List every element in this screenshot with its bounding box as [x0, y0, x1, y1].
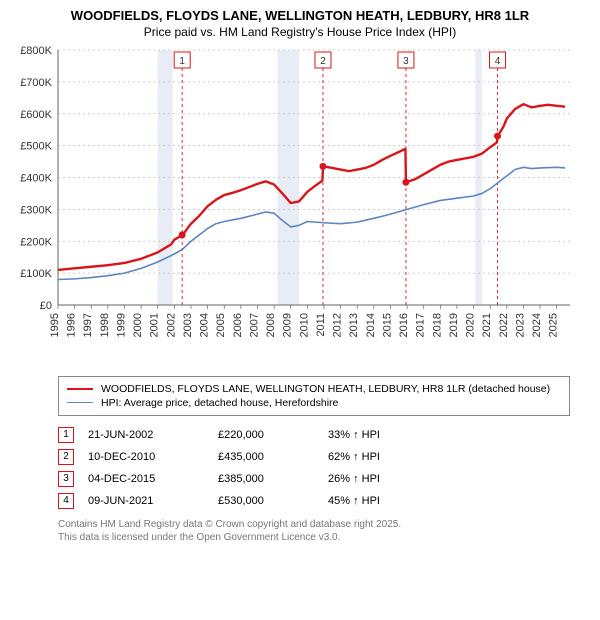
- footer-line2: This data is licensed under the Open Gov…: [58, 531, 570, 544]
- line-chart: £0 £100K £200K £300K £400K £500K £600K £700K £80…: [10, 45, 590, 370]
- svg-text:3: 3: [403, 56, 409, 67]
- svg-text:2025: 2025: [548, 313, 560, 337]
- svg-text:1999: 1999: [115, 313, 127, 337]
- legend-label: HPI: Average price, detached house, Here…: [101, 397, 338, 409]
- svg-text:1: 1: [179, 56, 185, 67]
- sale-row: 3 04-DEC-2015£385,00026% ↑ HPI: [58, 468, 394, 490]
- sale-price: £220,000: [218, 424, 328, 446]
- sale-price: £435,000: [218, 446, 328, 468]
- sale-vs-hpi: 33% ↑ HPI: [328, 424, 394, 446]
- svg-text:2: 2: [320, 56, 326, 67]
- sale-date: 21-JUN-2002: [88, 424, 218, 446]
- svg-text:1995: 1995: [49, 313, 61, 337]
- svg-text:2003: 2003: [182, 313, 194, 337]
- svg-text:2012: 2012: [332, 313, 344, 337]
- svg-text:2004: 2004: [199, 313, 211, 337]
- svg-text:£700K: £700K: [20, 77, 52, 89]
- svg-text:2014: 2014: [365, 313, 377, 337]
- sale-price: £530,000: [218, 490, 328, 512]
- svg-text:2023: 2023: [514, 313, 526, 337]
- footer-attribution: Contains HM Land Registry data © Crown c…: [58, 518, 570, 544]
- footer-line1: Contains HM Land Registry data © Crown c…: [58, 518, 570, 531]
- svg-text:1997: 1997: [82, 313, 94, 337]
- svg-text:£300K: £300K: [20, 204, 52, 216]
- sale-date: 09-JUN-2021: [88, 490, 218, 512]
- legend-swatch: [67, 402, 93, 403]
- svg-text:£100K: £100K: [20, 268, 52, 280]
- svg-text:2005: 2005: [215, 313, 227, 337]
- sale-vs-hpi: 45% ↑ HPI: [328, 490, 394, 512]
- sale-row: 4 09-JUN-2021£530,00045% ↑ HPI: [58, 490, 394, 512]
- svg-text:£400K: £400K: [20, 172, 52, 184]
- legend-box: WOODFIELDS, FLOYDS LANE, WELLINGTON HEAT…: [58, 376, 570, 416]
- svg-text:£500K: £500K: [20, 141, 52, 153]
- svg-text:£800K: £800K: [20, 45, 52, 57]
- svg-text:2015: 2015: [381, 313, 393, 337]
- sale-marker-box: 3: [58, 471, 74, 487]
- sale-date: 04-DEC-2015: [88, 468, 218, 490]
- sale-date: 10-DEC-2010: [88, 446, 218, 468]
- sale-vs-hpi: 62% ↑ HPI: [328, 446, 394, 468]
- svg-text:£200K: £200K: [20, 236, 52, 248]
- svg-text:2001: 2001: [149, 313, 161, 337]
- svg-text:2017: 2017: [415, 313, 427, 337]
- svg-text:£600K: £600K: [20, 109, 52, 121]
- sale-price: £385,000: [218, 468, 328, 490]
- sale-marker-box: 2: [58, 449, 74, 465]
- chart-title-line2: Price paid vs. HM Land Registry's House …: [10, 25, 590, 39]
- svg-text:2002: 2002: [165, 313, 177, 337]
- chart-title-line1: WOODFIELDS, FLOYDS LANE, WELLINGTON HEAT…: [10, 8, 590, 25]
- sale-vs-hpi: 26% ↑ HPI: [328, 468, 394, 490]
- svg-text:2008: 2008: [265, 313, 277, 337]
- svg-text:2019: 2019: [448, 313, 460, 337]
- sales-table: 1 21-JUN-2002£220,00033% ↑ HPI 2 10-DEC-201…: [58, 424, 570, 512]
- svg-text:2006: 2006: [232, 313, 244, 337]
- chart-svg: £0 £100K £200K £300K £400K £500K £600K £700K £80…: [10, 45, 590, 365]
- svg-text:2024: 2024: [531, 313, 543, 337]
- sale-marker-box: 1: [58, 427, 74, 443]
- svg-text:2010: 2010: [298, 313, 310, 337]
- sale-row: 2 10-DEC-2010£435,00062% ↑ HPI: [58, 446, 394, 468]
- svg-text:2000: 2000: [132, 313, 144, 337]
- svg-text:1996: 1996: [66, 313, 78, 337]
- sale-row: 1 21-JUN-2002£220,00033% ↑ HPI: [58, 424, 394, 446]
- svg-text:2021: 2021: [481, 313, 493, 337]
- legend-label: WOODFIELDS, FLOYDS LANE, WELLINGTON HEAT…: [101, 383, 550, 395]
- svg-text:2007: 2007: [248, 313, 260, 337]
- svg-text:2013: 2013: [348, 313, 360, 337]
- legend-swatch: [67, 388, 93, 390]
- legend-item: HPI: Average price, detached house, Here…: [67, 397, 561, 409]
- svg-text:1998: 1998: [99, 313, 111, 337]
- svg-text:2009: 2009: [282, 313, 294, 337]
- svg-text:2020: 2020: [465, 313, 477, 337]
- svg-text:4: 4: [495, 56, 501, 67]
- chart-container: { "title_line1": "WOODFIELDS, FLOYDS LAN…: [0, 0, 600, 552]
- svg-text:2011: 2011: [315, 313, 327, 337]
- svg-text:2016: 2016: [398, 313, 410, 337]
- svg-text:2018: 2018: [431, 313, 443, 337]
- sale-marker-box: 4: [58, 493, 74, 509]
- legend-item: WOODFIELDS, FLOYDS LANE, WELLINGTON HEAT…: [67, 383, 561, 395]
- svg-text:2022: 2022: [498, 313, 510, 337]
- svg-text:£0: £0: [40, 300, 52, 312]
